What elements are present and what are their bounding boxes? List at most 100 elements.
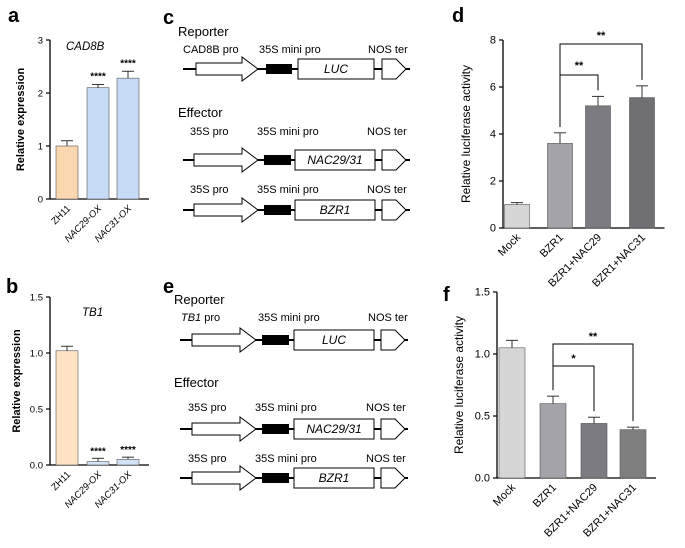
bar [55, 145, 79, 200]
bar [585, 105, 611, 229]
chart-title: CAD8B [66, 41, 105, 53]
terminator-arrow [380, 329, 406, 351]
significance-label: ** [589, 331, 598, 343]
mini-promoter-label: 35S mini pro [257, 126, 319, 138]
bar [629, 97, 655, 229]
terminator-arrow [381, 58, 407, 80]
mini-promoter-box [262, 424, 289, 434]
significance-label: **** [90, 446, 106, 457]
mini-promoter-box [264, 205, 291, 215]
bar [619, 429, 647, 479]
significance-label: ** [597, 30, 606, 42]
reporter-construct: TB1 pro 35S mini pro NOS ter LUC [180, 312, 408, 353]
bar [116, 77, 140, 200]
reporter-title: Reporter [178, 24, 229, 39]
chart-title: TB1 [82, 307, 103, 319]
bar [504, 204, 530, 229]
promoter-arrow [191, 465, 257, 491]
terminator-label: NOS ter [366, 402, 406, 414]
promoter-arrow [191, 416, 257, 442]
panel-label-c: c [163, 7, 174, 29]
terminator-arrow [380, 418, 406, 440]
significance-label: **** [90, 72, 106, 83]
mini-promoter-label: 35S mini pro [255, 402, 317, 414]
bar [547, 143, 573, 229]
y-tick-label: 0 [38, 195, 43, 206]
panel-label-f: f [443, 284, 450, 306]
significance-label: ** [575, 60, 584, 72]
terminator-label: NOS ter [366, 453, 406, 465]
y-tick-label: 2 [38, 89, 43, 100]
promoter-arrow [193, 147, 259, 173]
panel-label-e: e [163, 276, 174, 298]
gene-box [294, 199, 376, 221]
bar [116, 459, 140, 466]
chart-tb1-expression: 0.0 0.5 1.0 1.5 Relative expression TB1 ZH11 **… [11, 293, 149, 511]
y-tick-label: 1.5 [475, 287, 490, 299]
x-tick-label: BZR1 [538, 232, 566, 260]
y-tick-label: 1 [38, 142, 43, 153]
promoter-arrow [193, 197, 259, 223]
gene-label: NAC29/31 [307, 153, 362, 167]
reporter-title: Reporter [174, 292, 225, 307]
chart-luciferase-tb1: 0.0 0.5 1.0 1.5 Relative luciferase activity… [452, 287, 656, 540]
y-tick-label: 1.0 [30, 349, 43, 360]
promoter-label: 35S pro [190, 184, 229, 196]
y-axis-label: Relative luciferase activity [459, 65, 473, 203]
mini-promoter-box [264, 155, 291, 165]
effector-title: Effector [178, 105, 223, 120]
gene-label: BZR1 [319, 471, 350, 485]
mini-promoter-box [262, 335, 289, 345]
x-tick-label: ZH11 [49, 469, 73, 493]
gene-box [294, 149, 376, 171]
gene-label: BZR1 [320, 203, 351, 217]
bar [86, 461, 110, 466]
terminator-label: NOS ter [367, 184, 407, 196]
y-tick-label: 4 [490, 129, 496, 141]
y-tick-label: 0.0 [475, 473, 490, 485]
significance-bracket [552, 343, 634, 422]
promoter-label: 35S pro [190, 126, 229, 138]
gene-box [293, 329, 375, 351]
x-tick-label: Mock [491, 481, 518, 508]
gene-box [297, 58, 375, 80]
panel-label-a: a [8, 5, 20, 27]
x-tick-label: BZR1 [531, 482, 559, 510]
mini-promoter-box [262, 473, 289, 483]
mini-promoter-label: 35S mini pro [255, 453, 317, 465]
bar [539, 403, 567, 479]
terminator-label: NOS ter [368, 44, 408, 56]
bar [86, 87, 110, 200]
y-tick-label: 1.5 [30, 293, 43, 304]
gene-label: LUC [322, 333, 346, 347]
construct-diagram-e: Reporter TB1 pro 35S mini pro NOS ter LU… [174, 292, 408, 491]
y-tick-label: 8 [490, 35, 496, 47]
gene-label: NAC29/31 [306, 422, 361, 436]
terminator-label: NOS ter [368, 312, 408, 324]
promoter-label: 35S pro [188, 402, 227, 414]
y-tick-label: 0.5 [475, 411, 490, 423]
promoter-label: TB1 pro [181, 312, 220, 324]
y-tick-label: 1.0 [475, 349, 490, 361]
mini-promoter-box [266, 64, 292, 74]
gene-label: LUC [324, 62, 348, 76]
effector-construct-bzr1: 35S pro 35S mini pro NOS ter BZR1 [180, 453, 408, 491]
effector-construct-nac: 35S pro 35S mini pro NOS ter NAC29/31 [183, 126, 410, 173]
promoter-suffix: pro [201, 312, 220, 324]
gene-box [293, 418, 375, 440]
panel-label-b: b [6, 276, 18, 298]
promoter-label: 35S pro [188, 453, 227, 465]
mini-promoter-label: 35S mini pro [259, 44, 321, 56]
chart-luciferase-cad8b: 0 2 4 6 8 Relative luciferase activity Mock BZR… [459, 30, 665, 290]
y-axis-label: Relative luciferase activity [452, 316, 466, 454]
y-axis-label: Relative expression [11, 329, 23, 433]
significance-bracket [559, 43, 643, 127]
effector-construct-bzr1: 35S pro 35S mini pro NOS ter BZR1 [183, 184, 410, 223]
mini-promoter-label: 35S mini pro [258, 312, 320, 324]
y-axis-label: Relative expression [15, 68, 27, 172]
mini-promoter-label: 35S mini pro [257, 184, 319, 196]
bar [580, 423, 608, 479]
effector-title: Effector [174, 375, 219, 390]
reporter-construct: CAD8B pro 35S mini pro NOS ter LUC [183, 44, 410, 82]
